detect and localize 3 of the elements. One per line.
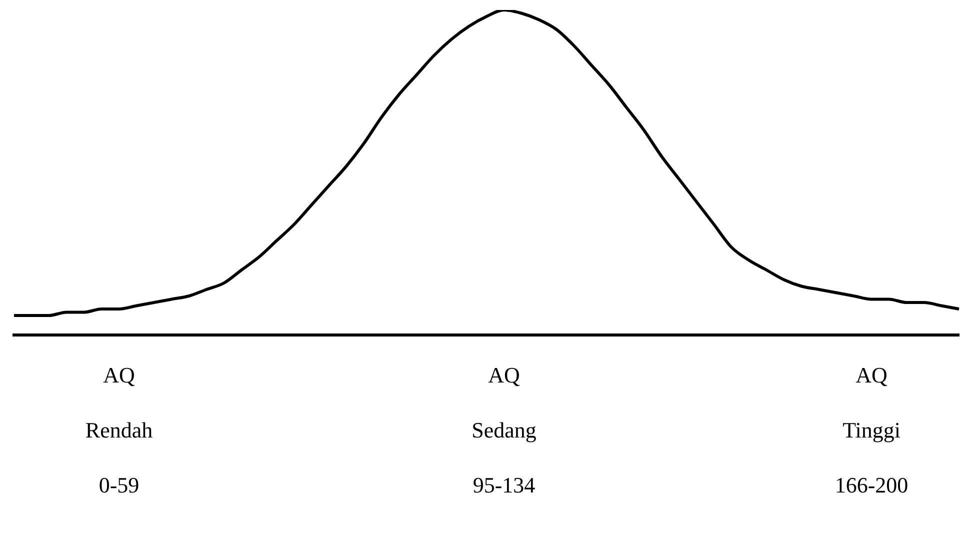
category-label: AQ Sedang 95-134 — [472, 362, 536, 498]
category-label: AQ Tinggi 166-200 — [834, 362, 908, 498]
category-label: AQ Rendah 0-59 — [85, 362, 153, 498]
